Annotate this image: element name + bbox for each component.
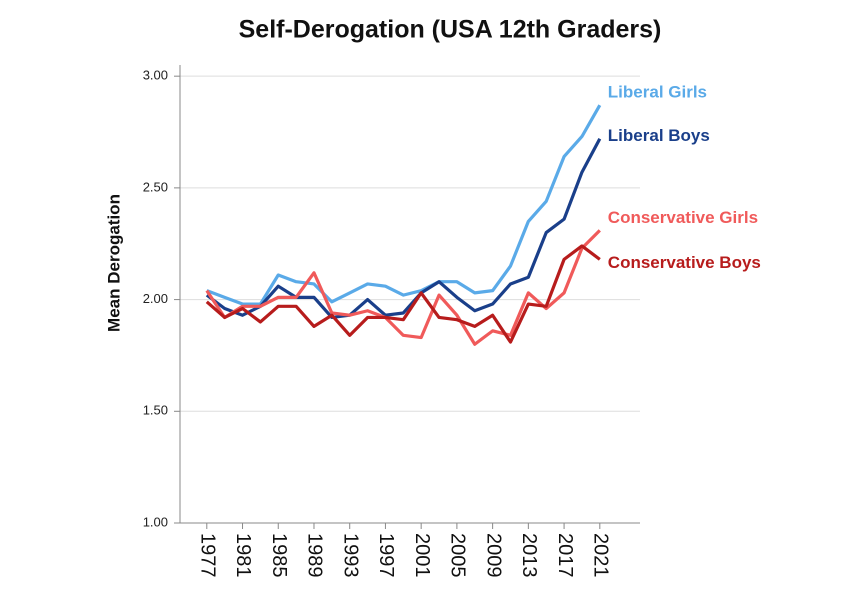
series-line bbox=[206, 104, 602, 306]
x-tick-label: 1989 bbox=[304, 533, 326, 578]
series-line bbox=[205, 137, 602, 320]
y-tick-label: 2.50 bbox=[143, 179, 168, 194]
x-tick-label: 2009 bbox=[482, 533, 504, 578]
x-tick-label: 2013 bbox=[518, 533, 540, 578]
x-tick-label: 1985 bbox=[268, 533, 290, 578]
y-tick-label: 2.00 bbox=[143, 291, 168, 306]
x-tick-label: 1997 bbox=[375, 533, 397, 578]
y-axis-label: Mean Derogation bbox=[104, 194, 123, 332]
x-tick-label: 1993 bbox=[339, 533, 361, 578]
x-tick-label: 2021 bbox=[590, 533, 612, 578]
series-label: Conservative Girls bbox=[608, 208, 758, 227]
y-tick-label: 3.00 bbox=[143, 68, 168, 83]
chart-title: Self-Derogation (USA 12th Graders) bbox=[239, 16, 662, 44]
series-label: Liberal Girls bbox=[608, 83, 707, 102]
y-tick-label: 1.00 bbox=[143, 514, 168, 529]
x-tick-label: 2017 bbox=[554, 533, 576, 578]
x-tick-label: 2001 bbox=[411, 533, 433, 578]
x-tick-label: 1977 bbox=[197, 533, 219, 578]
x-tick-label: 1981 bbox=[232, 533, 254, 578]
series-line bbox=[205, 244, 601, 344]
series-label: Conservative Boys bbox=[608, 253, 761, 272]
series-line bbox=[205, 229, 601, 346]
x-tick-label: 2005 bbox=[447, 533, 469, 578]
y-tick-label: 1.50 bbox=[143, 403, 168, 418]
series-label: Liberal Boys bbox=[608, 126, 710, 145]
